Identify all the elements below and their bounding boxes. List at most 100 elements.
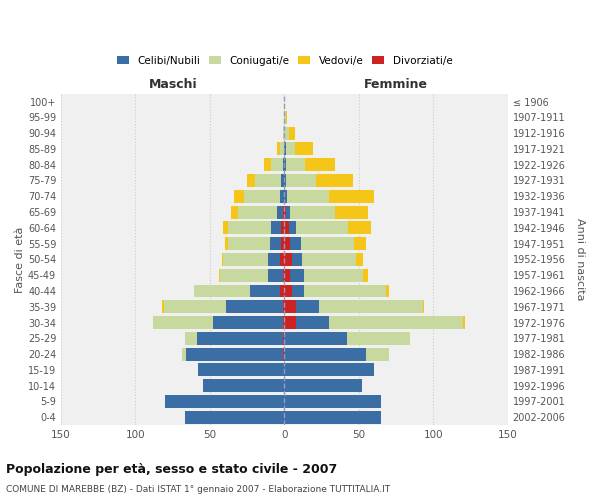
Bar (319, 300, 423, 313)
Bar (213, 316, 283, 329)
Text: COMUNE DI MAREBBE (BZ) - Dati ISTAT 1° gennaio 2007 - Elaborazione TUTTITALIA.IT: COMUNE DI MAREBBE (BZ) - Dati ISTAT 1° g… (6, 486, 390, 494)
Bar (223, 222, 228, 234)
Bar (154, 316, 213, 329)
Bar (292, 253, 302, 266)
Bar (296, 316, 329, 329)
Bar (271, 222, 281, 234)
Bar (194, 284, 250, 298)
Bar (254, 174, 281, 187)
Bar (286, 158, 305, 171)
Text: Maschi: Maschi (148, 78, 197, 92)
Bar (284, 142, 286, 156)
Bar (283, 348, 284, 360)
Bar (284, 316, 296, 329)
Bar (244, 190, 280, 203)
Bar (228, 222, 271, 234)
Bar (283, 206, 284, 218)
Y-axis label: Anni di nascita: Anni di nascita (575, 218, 585, 300)
Bar (283, 316, 284, 329)
Bar (305, 158, 335, 171)
Bar (280, 284, 284, 298)
Bar (302, 253, 356, 266)
Bar (281, 237, 284, 250)
Bar (165, 395, 284, 408)
Bar (284, 126, 289, 140)
Bar (286, 111, 287, 124)
Bar (162, 300, 164, 313)
Text: Popolazione per età, sesso e stato civile - 2007: Popolazione per età, sesso e stato civil… (6, 462, 337, 475)
Bar (284, 395, 381, 408)
Bar (289, 126, 295, 140)
Bar (284, 190, 287, 203)
Bar (228, 237, 269, 250)
Bar (329, 316, 463, 329)
Bar (347, 332, 410, 345)
Bar (463, 316, 464, 329)
Bar (182, 348, 186, 360)
Bar (284, 379, 362, 392)
Bar (283, 126, 284, 140)
Bar (286, 206, 290, 218)
Y-axis label: Fasce di età: Fasce di età (15, 226, 25, 292)
Bar (203, 379, 284, 392)
Bar (284, 411, 381, 424)
Bar (386, 284, 389, 298)
Bar (250, 284, 280, 298)
Bar (286, 142, 295, 156)
Bar (284, 222, 289, 234)
Legend: Celibi/Nubili, Coniugati/e, Vedovi/e, Divorziati/e: Celibi/Nubili, Coniugati/e, Vedovi/e, Di… (113, 52, 455, 68)
Bar (284, 364, 374, 376)
Bar (283, 300, 284, 313)
Bar (284, 111, 286, 124)
Bar (290, 268, 304, 281)
Bar (284, 348, 367, 360)
Bar (304, 268, 364, 281)
Bar (301, 237, 355, 250)
Bar (356, 253, 364, 266)
Bar (226, 300, 283, 313)
Bar (287, 190, 329, 203)
Bar (277, 206, 283, 218)
Bar (349, 222, 371, 234)
Bar (284, 174, 286, 187)
Bar (268, 268, 283, 281)
Bar (268, 253, 280, 266)
Bar (198, 364, 284, 376)
Bar (269, 237, 281, 250)
Bar (185, 332, 197, 345)
Bar (283, 268, 284, 281)
Bar (284, 332, 347, 345)
Bar (286, 174, 316, 187)
Bar (197, 332, 283, 345)
Bar (316, 174, 353, 187)
Bar (355, 237, 367, 250)
Bar (280, 190, 284, 203)
Bar (284, 206, 286, 218)
Bar (283, 158, 284, 171)
Bar (367, 348, 389, 360)
Bar (263, 158, 271, 171)
Bar (364, 268, 368, 281)
Bar (186, 348, 283, 360)
Bar (281, 222, 284, 234)
Bar (284, 300, 296, 313)
Bar (296, 222, 349, 234)
Bar (238, 206, 277, 218)
Bar (329, 190, 374, 203)
Bar (304, 284, 386, 298)
Bar (271, 158, 283, 171)
Bar (225, 237, 228, 250)
Bar (222, 253, 223, 266)
Bar (281, 174, 284, 187)
Bar (292, 284, 304, 298)
Bar (284, 253, 292, 266)
Bar (284, 237, 290, 250)
Bar (423, 300, 424, 313)
Bar (219, 268, 220, 281)
Bar (289, 222, 296, 234)
Bar (284, 158, 286, 171)
Bar (295, 142, 313, 156)
Bar (277, 142, 280, 156)
Bar (247, 174, 254, 187)
Bar (223, 253, 268, 266)
